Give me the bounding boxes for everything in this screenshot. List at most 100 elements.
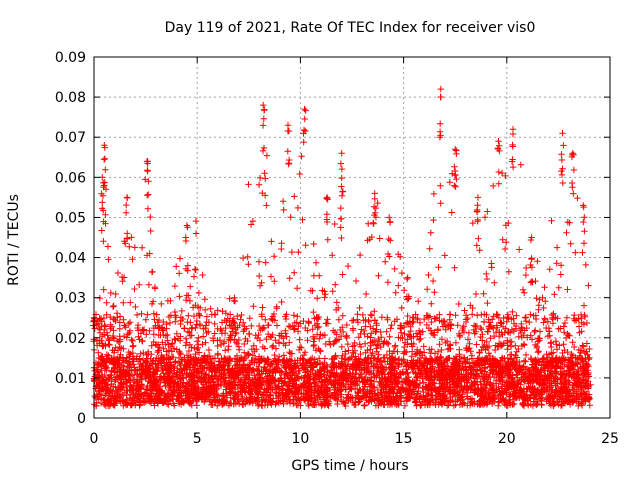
data-point [283, 333, 290, 340]
data-point [258, 279, 265, 286]
data-point [286, 383, 293, 390]
data-point [371, 337, 378, 344]
data-point [333, 299, 340, 306]
data-point [193, 338, 201, 345]
data-point [440, 375, 448, 383]
data-point [581, 350, 589, 357]
data-point [146, 372, 153, 380]
data-point [273, 322, 281, 329]
data-point [488, 260, 495, 267]
data-point [293, 319, 300, 326]
data-point [371, 308, 378, 315]
data-point [442, 386, 449, 394]
data-point [367, 311, 374, 318]
data-point [116, 336, 124, 343]
data-point [397, 253, 404, 260]
data-point [428, 365, 435, 373]
data-point [164, 400, 171, 408]
data-point [240, 401, 247, 408]
data-point [263, 379, 271, 386]
data-point [362, 290, 370, 298]
data-point [536, 335, 543, 342]
data-point [465, 345, 472, 353]
data-point [367, 346, 374, 353]
data-point [522, 351, 530, 359]
data-point [268, 315, 275, 322]
data-point [215, 375, 222, 382]
data-point [269, 343, 276, 351]
data-point [559, 363, 566, 371]
data-point [158, 351, 165, 359]
data-point [91, 392, 98, 400]
data-point [335, 316, 343, 323]
data-point [302, 379, 310, 386]
data-point [435, 264, 442, 271]
data-point [114, 269, 122, 277]
data-point [580, 321, 588, 328]
data-point [349, 361, 356, 368]
data-point [276, 332, 283, 339]
data-point [521, 341, 528, 349]
data-point [434, 348, 442, 355]
data-point [300, 374, 307, 382]
data-point [120, 345, 127, 352]
data-point [305, 318, 312, 325]
data-point [226, 295, 233, 302]
data-point [119, 354, 127, 362]
data-point [310, 376, 317, 384]
data-point [464, 395, 472, 402]
data-point [250, 342, 257, 349]
data-point [530, 378, 537, 385]
data-point [486, 352, 494, 360]
data-point [218, 367, 225, 375]
data-point [288, 350, 296, 357]
data-point [556, 394, 563, 401]
data-point [126, 319, 134, 326]
data-point [353, 362, 360, 369]
data-point [309, 326, 316, 333]
data-point [135, 333, 142, 340]
data-point [501, 355, 508, 362]
data-point [484, 208, 491, 215]
data-point [574, 194, 581, 202]
data-point [331, 220, 338, 228]
data-point [430, 216, 437, 224]
data-point [533, 388, 540, 396]
data-point [304, 327, 311, 334]
data-point [152, 322, 159, 329]
data-point [116, 313, 124, 320]
data-point [525, 366, 532, 374]
data-point [276, 369, 283, 376]
data-point [322, 381, 330, 388]
data-point [182, 335, 190, 342]
data-point [234, 340, 241, 347]
data-point [526, 318, 533, 326]
data-point [490, 381, 497, 389]
data-point [260, 368, 267, 375]
data-point [342, 356, 350, 364]
data-point [97, 315, 105, 322]
data-point [325, 400, 332, 407]
data-point [507, 343, 515, 350]
data-point [391, 343, 399, 351]
data-point [178, 389, 185, 396]
data-point [318, 368, 325, 375]
data-point [547, 356, 555, 364]
data-point [366, 397, 373, 405]
data-point [580, 394, 587, 402]
data-point [201, 365, 208, 372]
data-point [461, 307, 468, 314]
data-point [262, 175, 269, 182]
data-point [143, 331, 150, 338]
data-point [260, 324, 267, 331]
data-point [485, 316, 492, 323]
data-point [119, 278, 126, 285]
data-point [290, 312, 298, 319]
data-point [282, 330, 289, 337]
data-point [120, 363, 127, 370]
data-point [171, 282, 179, 290]
data-point [412, 311, 419, 318]
data-point [390, 390, 397, 397]
data-point [313, 320, 321, 327]
data-point [564, 367, 572, 374]
